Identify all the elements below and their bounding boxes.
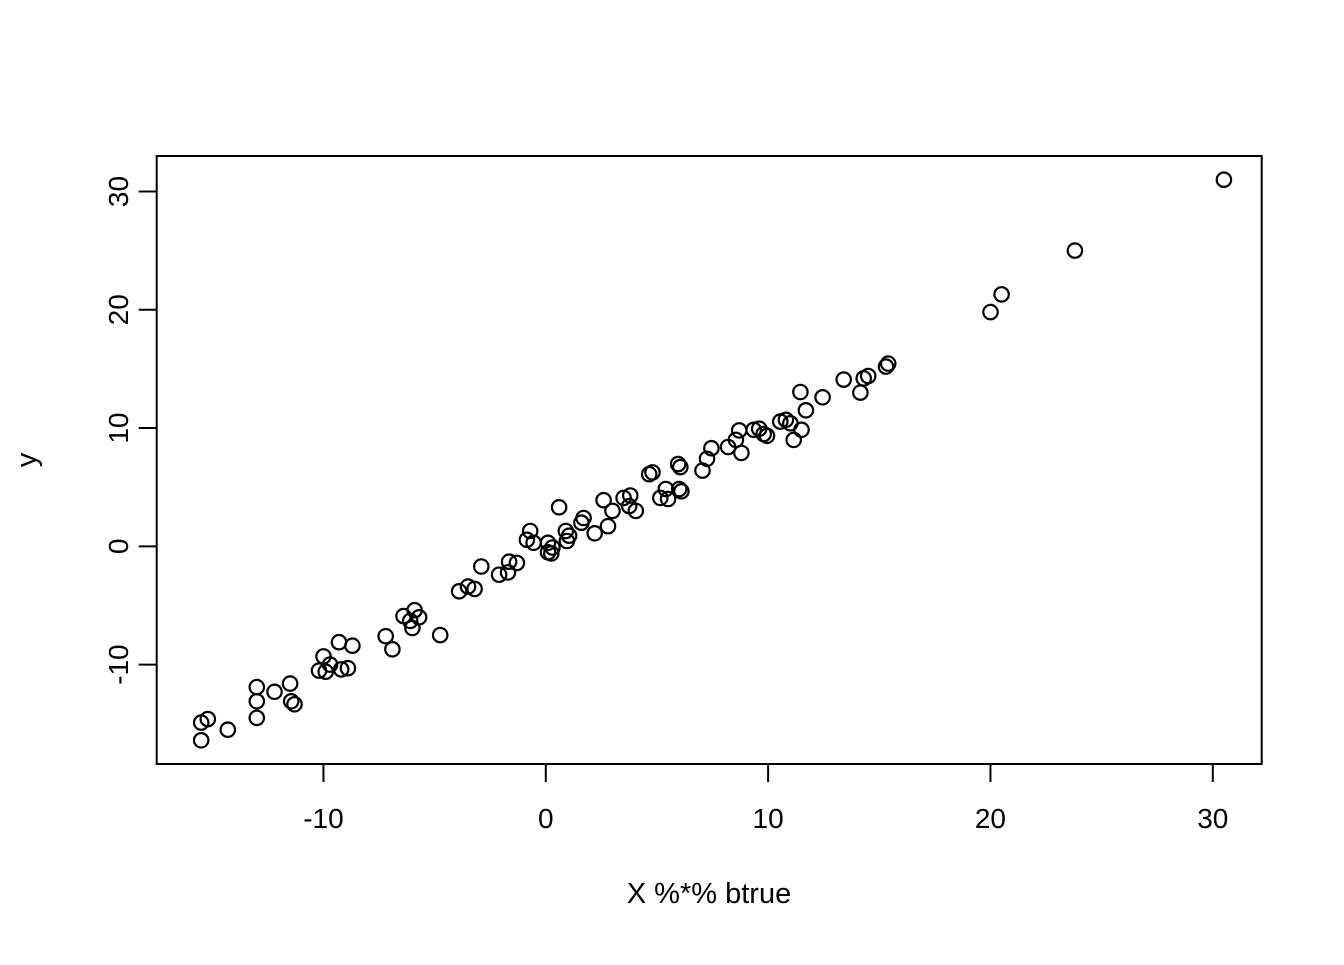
data-point — [777, 411, 795, 429]
data-point — [508, 554, 526, 572]
data-point — [550, 498, 568, 516]
data-point — [490, 566, 508, 583]
data-point — [199, 710, 217, 728]
data-point — [651, 489, 669, 507]
data-point — [835, 371, 852, 388]
data-point — [286, 695, 303, 713]
data-point — [339, 659, 357, 677]
y-axis-ticks — [138, 190, 157, 666]
data-point — [544, 539, 561, 556]
data-point — [879, 355, 897, 372]
data-point — [377, 627, 394, 645]
y-tick-label: 10 — [103, 412, 134, 443]
data-point — [852, 384, 869, 401]
data-points — [192, 171, 1233, 749]
data-point — [669, 455, 687, 473]
data-point — [758, 427, 776, 445]
data-point — [644, 464, 661, 481]
data-point — [266, 683, 283, 701]
data-point — [733, 444, 750, 462]
data-point — [404, 619, 421, 637]
data-point — [814, 388, 831, 406]
data-point — [192, 731, 210, 749]
y-axis-title: y — [11, 452, 43, 467]
data-point — [466, 580, 483, 598]
data-point — [431, 626, 449, 644]
data-point — [219, 721, 237, 738]
data-point — [793, 421, 810, 439]
x-tick-label: 30 — [1197, 803, 1228, 834]
data-point — [659, 490, 677, 508]
data-point — [792, 383, 809, 401]
x-tick-label: 0 — [538, 803, 554, 834]
data-point — [472, 558, 490, 575]
x-tick-label: -10 — [303, 803, 343, 834]
data-point — [595, 491, 612, 509]
data-point — [621, 487, 639, 504]
data-point — [248, 678, 266, 696]
data-point — [282, 692, 300, 710]
y-tick-label: -10 — [103, 644, 134, 684]
x-axis-title: X %*% btrue — [627, 878, 791, 910]
data-point — [730, 422, 748, 439]
data-point — [703, 439, 720, 457]
data-point — [521, 522, 539, 540]
data-point — [401, 612, 419, 630]
x-tick-label: 10 — [753, 803, 784, 834]
data-point — [586, 524, 603, 542]
data-point — [330, 633, 348, 651]
data-point — [281, 675, 299, 692]
data-point — [248, 709, 266, 727]
data-point — [859, 367, 877, 385]
y-axis-tick-labels: -10 0 10 20 30 — [103, 176, 134, 685]
data-point — [542, 545, 560, 562]
data-point — [558, 532, 576, 550]
data-point — [539, 534, 557, 552]
y-tick-label: 30 — [103, 176, 134, 207]
y-tick-label: 20 — [103, 294, 134, 325]
data-point — [1066, 242, 1084, 259]
y-tick-label: 0 — [103, 539, 134, 555]
data-point — [573, 514, 590, 531]
data-point — [248, 692, 266, 710]
data-point — [877, 358, 895, 375]
data-point — [332, 661, 350, 678]
data-point — [982, 303, 999, 321]
data-point — [500, 553, 518, 570]
x-axis-tick-labels: -10 0 10 20 30 — [303, 803, 1228, 834]
data-point — [673, 482, 690, 500]
data-point — [785, 431, 802, 449]
data-point — [698, 450, 716, 468]
data-point — [499, 564, 517, 581]
data-point — [599, 517, 617, 535]
data-point — [993, 286, 1010, 303]
data-point — [384, 640, 401, 658]
data-point — [1215, 171, 1233, 188]
data-point — [670, 480, 688, 498]
x-tick-label: 20 — [975, 803, 1006, 834]
plot-border — [155, 155, 1263, 765]
data-point — [450, 582, 468, 600]
data-point — [344, 637, 361, 654]
x-axis-ticks — [322, 764, 1214, 782]
data-point — [797, 401, 815, 419]
data-point — [604, 502, 621, 520]
data-point — [671, 458, 689, 476]
data-point — [627, 502, 645, 520]
